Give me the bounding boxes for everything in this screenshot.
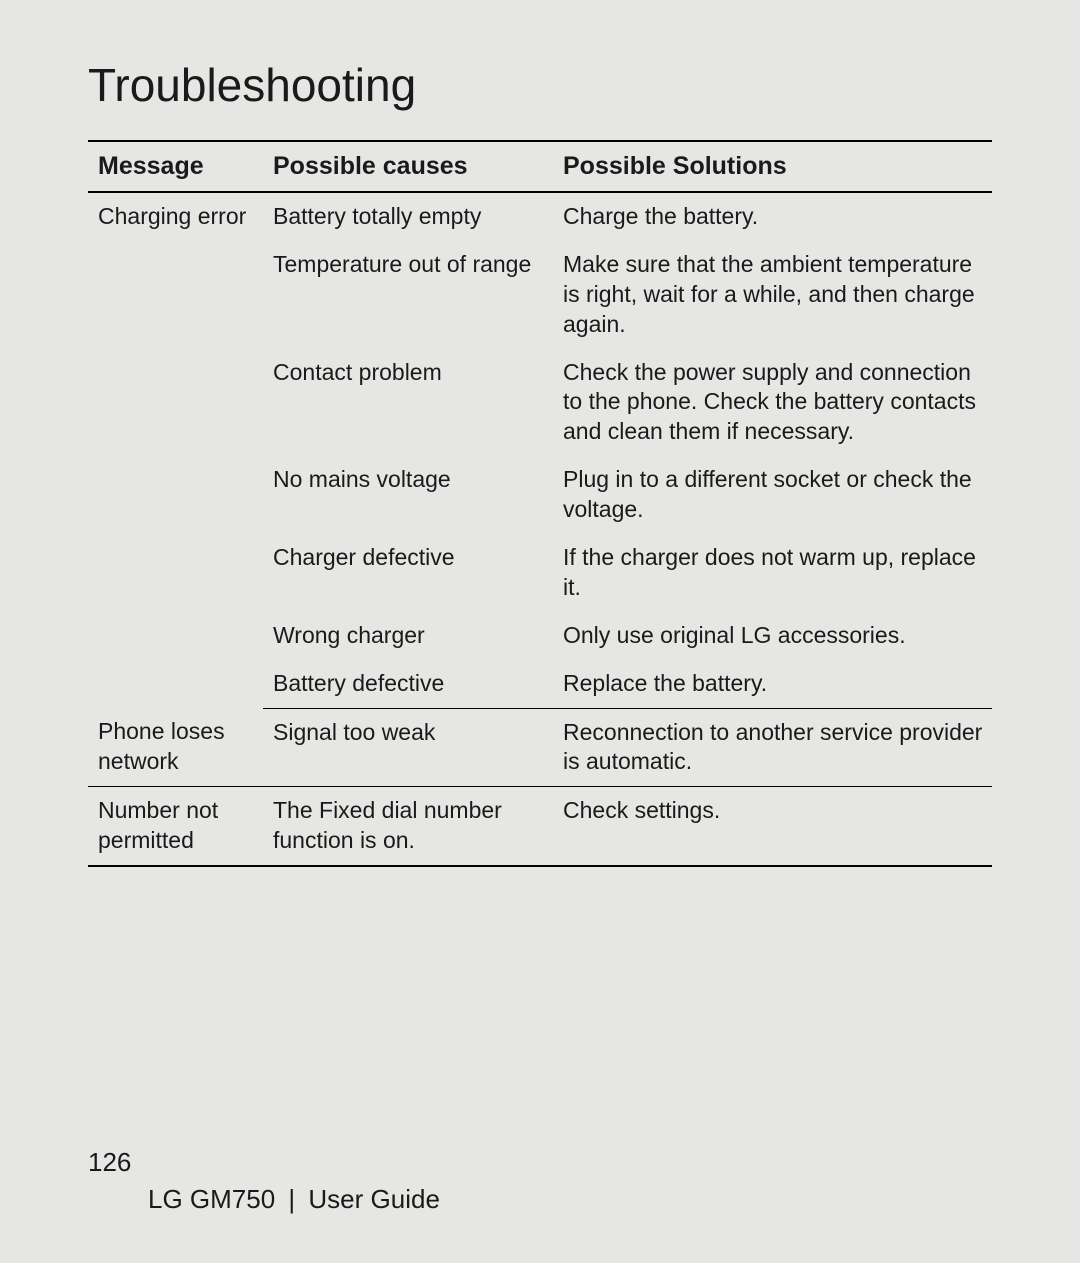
footer-separator: | <box>282 1184 301 1214</box>
cause-cell: The Fixed dial number function is on. <box>263 787 553 866</box>
cause-cell: Temperature out of range <box>263 241 553 349</box>
message-cell: Charging error <box>88 192 263 708</box>
solution-cell: Replace the battery. <box>553 660 992 708</box>
solution-cell: Check the power supply and connection to… <box>553 349 992 457</box>
solution-cell: Only use original LG accessories. <box>553 612 992 660</box>
message-cell: Phone loses network <box>88 708 263 787</box>
manual-page: Troubleshooting Message Possible causes … <box>0 0 1080 1263</box>
page-footer: 126 LG GM750 | User Guide <box>0 1147 1080 1215</box>
page-number: 126 <box>88 1147 992 1178</box>
message-cell: Number not permitted <box>88 787 263 866</box>
solution-cell: Make sure that the ambient temperature i… <box>553 241 992 349</box>
cause-cell: Signal too weak <box>263 708 553 787</box>
cause-cell: Battery defective <box>263 660 553 708</box>
cause-cell: Battery totally empty <box>263 192 553 241</box>
cause-cell: No mains voltage <box>263 456 553 534</box>
solution-cell: If the charger does not warm up, replace… <box>553 534 992 612</box>
solution-cell: Plug in to a different socket or check t… <box>553 456 992 534</box>
col-header-causes: Possible causes <box>263 141 553 192</box>
cause-cell: Contact problem <box>263 349 553 457</box>
solution-cell: Check settings. <box>553 787 992 866</box>
solution-cell: Reconnection to another service provider… <box>553 708 992 787</box>
troubleshooting-table: Message Possible causes Possible Solutio… <box>88 140 992 867</box>
cause-cell: Charger defective <box>263 534 553 612</box>
table-row: Charging error Battery totally empty Cha… <box>88 192 992 241</box>
page-title: Troubleshooting <box>88 58 992 112</box>
solution-cell: Charge the battery. <box>553 192 992 241</box>
guide-label: User Guide <box>308 1184 440 1214</box>
table-row: Number not permitted The Fixed dial numb… <box>88 787 992 866</box>
footer-guide: LG GM750 | User Guide <box>88 1184 992 1215</box>
col-header-solutions: Possible Solutions <box>553 141 992 192</box>
table-row: Phone loses network Signal too weak Reco… <box>88 708 992 787</box>
cause-cell: Wrong charger <box>263 612 553 660</box>
product-name: LG GM750 <box>148 1184 275 1214</box>
table-header-row: Message Possible causes Possible Solutio… <box>88 141 992 192</box>
col-header-message: Message <box>88 141 263 192</box>
